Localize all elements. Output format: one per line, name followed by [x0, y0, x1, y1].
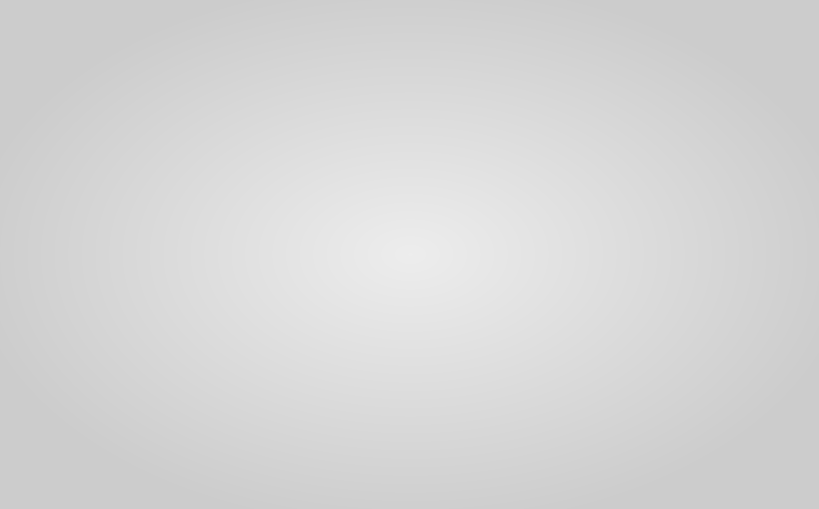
Title: Parents and Grandparents Program
Intake Targets: Parents and Grandparents Program Intake … [104, 17, 715, 82]
Text: 25,000: 25,000 [92, 211, 167, 230]
Text: 28,500: 28,500 [372, 176, 447, 194]
Bar [333, 157, 486, 461]
Bar [52, 194, 206, 461]
Text: 32,000: 32,000 [653, 140, 727, 159]
Bar [613, 120, 767, 461]
